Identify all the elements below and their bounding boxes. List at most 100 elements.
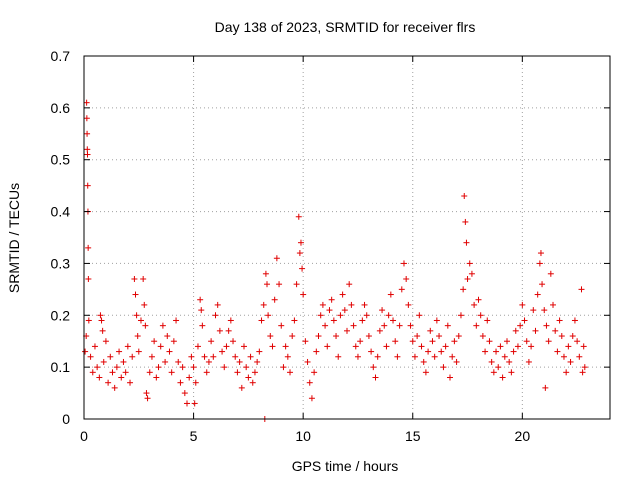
data-point [212,312,219,319]
data-point [99,327,106,334]
data-point [372,374,379,381]
data-point [427,327,434,334]
data-point [403,275,410,282]
data-point [148,353,155,360]
data-point [506,358,513,365]
data-point [517,322,524,329]
data-point [453,358,460,365]
data-point [581,364,588,371]
data-point [84,151,91,158]
data-series-srmtid [82,99,588,422]
data-point [536,260,543,267]
y-tick-label: 0.2 [51,307,71,323]
data-point [368,348,375,355]
data-point [337,312,344,319]
data-point [98,317,105,324]
data-point [523,338,530,345]
data-point [541,307,548,314]
data-point [198,307,205,314]
data-point [89,369,96,376]
data-point [556,317,563,324]
data-point [186,374,193,381]
data-point [422,369,429,376]
data-point [468,270,475,277]
data-point [333,333,340,340]
y-tick-label: 0.1 [51,359,71,375]
data-point [339,291,346,298]
data-point [168,369,175,376]
data-point [477,312,484,319]
data-point [574,338,581,345]
data-point [265,312,272,319]
data-point [173,317,180,324]
data-point [194,343,201,350]
data-point [221,364,228,371]
data-point [322,322,329,329]
data-point [461,193,468,200]
data-point [84,130,91,137]
data-point [199,322,206,329]
data-point [214,301,221,308]
data-point [499,374,506,381]
data-point [335,353,342,360]
data-point [238,384,245,391]
data-point [547,270,554,277]
data-point [245,374,252,381]
data-point [558,333,565,340]
data-point [256,348,263,355]
data-point [488,358,495,365]
data-point [236,358,243,365]
data-point [299,265,306,272]
data-point [315,333,322,340]
data-point [383,343,390,350]
data-point [567,358,574,365]
data-point [179,364,186,371]
data-point [188,353,195,360]
x-axis-title: GPS time / hours [292,458,399,474]
data-point [313,348,320,355]
data-point [137,317,144,324]
data-point [462,218,469,225]
data-point [576,353,583,360]
data-point [550,301,557,308]
data-point [151,338,158,345]
data-point [184,400,191,407]
data-point [542,384,549,391]
data-point [157,343,164,350]
data-point [396,322,403,329]
data-point [543,322,550,329]
data-point [521,317,528,324]
data-point [107,353,114,360]
data-point [131,275,138,282]
x-tick-label: 20 [515,428,531,444]
data-point [539,281,546,288]
data-point [425,348,432,355]
data-point [532,327,539,334]
data-point [563,369,570,376]
data-point [341,307,348,314]
data-point [243,364,250,371]
y-tick-label: 0.5 [51,152,71,168]
data-point [392,338,399,345]
data-point [460,286,467,293]
data-point [143,390,150,397]
data-point [484,317,491,324]
data-point [249,379,256,386]
data-point [387,291,394,298]
data-point [416,312,423,319]
data-point [420,358,427,365]
data-point [304,358,311,365]
data-point [306,379,313,386]
data-point [97,312,104,319]
data-point [330,317,337,324]
data-point [363,312,370,319]
data-point [457,312,464,319]
data-point [344,327,350,334]
data-point [203,369,210,376]
data-point [400,260,407,267]
data-point [552,327,559,334]
data-point [571,317,578,324]
data-point [444,322,451,329]
